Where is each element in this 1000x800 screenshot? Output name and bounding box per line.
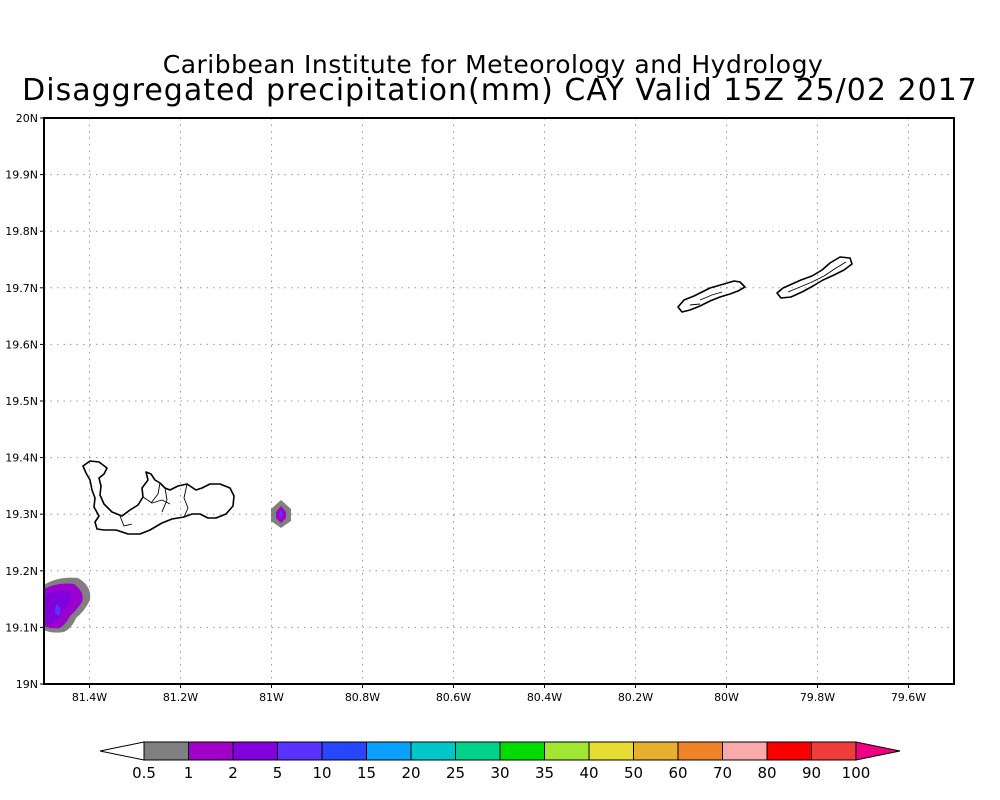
lat-tick-label: 19.8N (5, 225, 38, 238)
lat-tick-label: 19.3N (5, 508, 38, 521)
title-product: Disaggregated precipitation(mm) CAY Vali… (22, 73, 978, 108)
colorbar-swatch (633, 741, 679, 761)
colorbar: 0.5 1 2 5 10 15 20 25 30 35 40 50 60 70 80 90 100 (99, 741, 901, 782)
colorbar-swatch (410, 741, 456, 761)
colorbar-swatch-low (99, 741, 145, 761)
lon-tick-label: 79.8W (800, 691, 835, 704)
colorbar-label: 2 (228, 764, 238, 782)
lat-tick-label: 19.6N (5, 338, 38, 351)
lon-tick-label: 81.2W (163, 691, 198, 704)
lat-tick-label: 19.7N (5, 282, 38, 295)
colorbar-label: 25 (446, 764, 465, 782)
colorbar-swatch (455, 741, 501, 761)
colorbar-swatch-high (855, 741, 901, 761)
little-cayman-island (677, 280, 746, 313)
lat-tick-label: 19.5N (5, 395, 38, 408)
colorbar-label: 70 (713, 764, 732, 782)
colorbar-swatch (544, 741, 590, 761)
lon-tick-label: 80.6W (436, 691, 471, 704)
lon-tick-label: 80W (714, 691, 739, 704)
lon-tick-label: 79.6W (891, 691, 926, 704)
colorbar-label: 35 (535, 764, 554, 782)
colorbar-swatch (588, 741, 634, 761)
colorbar-label: 1 (184, 764, 194, 782)
lat-tick-label: 19.1N (5, 621, 38, 634)
latitude-labels: 20N 19.9N 19.8N 19.7N 19.6N 19.5N 19.4N 19.3N 19… (5, 112, 44, 691)
grand-cayman-island (82, 460, 235, 535)
colorbar-label: 5 (273, 764, 283, 782)
lon-tick-label: 81W (259, 691, 284, 704)
colorbar-label: 0.5 (132, 764, 156, 782)
colorbar-swatch (499, 741, 545, 761)
longitude-labels: 81.4W 81.2W 81W 80.8W 80.6W 80.4W 80.2W 80W 79.8… (72, 684, 926, 704)
colorbar-label: 20 (401, 764, 420, 782)
lat-tick-label: 19.4N (5, 452, 38, 465)
precipitation-overlay (44, 500, 291, 633)
title-institute: Caribbean Institute for Meteorology and … (162, 50, 824, 79)
precip-peak-southwest (55, 604, 61, 616)
colorbar-swatch (188, 741, 234, 761)
colorbar-label: 60 (668, 764, 687, 782)
colorbar-label: 15 (357, 764, 376, 782)
colorbar-label: 50 (624, 764, 643, 782)
colorbar-swatch (366, 741, 412, 761)
lon-tick-label: 80.8W (345, 691, 380, 704)
colorbar-label: 100 (842, 764, 871, 782)
lat-tick-label: 19N (16, 678, 38, 691)
colorbar-swatch (321, 741, 367, 761)
coastlines (82, 256, 853, 535)
map-grid (44, 118, 954, 684)
colorbar-label: 40 (579, 764, 598, 782)
cayman-brac-bluff (787, 261, 847, 293)
lat-tick-label: 20N (16, 112, 38, 125)
colorbar-swatch (277, 741, 323, 761)
colorbar-swatch (143, 741, 189, 761)
lat-tick-label: 19.2N (5, 565, 38, 578)
lon-tick-label: 80.2W (618, 691, 653, 704)
colorbar-swatch (677, 741, 723, 761)
lat-tick-label: 19.9N (5, 169, 38, 182)
colorbar-label: 30 (490, 764, 509, 782)
colorbar-swatch (232, 741, 278, 761)
colorbar-swatch (811, 741, 857, 761)
colorbar-label: 80 (757, 764, 776, 782)
little-cayman-lakes (689, 291, 723, 306)
precip-peak-little-cayman (279, 509, 283, 519)
colorbar-swatch (722, 741, 768, 761)
colorbar-label: 90 (802, 764, 821, 782)
colorbar-label: 10 (312, 764, 331, 782)
cayman-brac-island (776, 256, 853, 299)
grand-cayman-parish-lines (119, 482, 189, 527)
lon-tick-label: 80.4W (527, 691, 562, 704)
colorbar-swatch (766, 741, 812, 761)
lon-tick-label: 81.4W (72, 691, 107, 704)
